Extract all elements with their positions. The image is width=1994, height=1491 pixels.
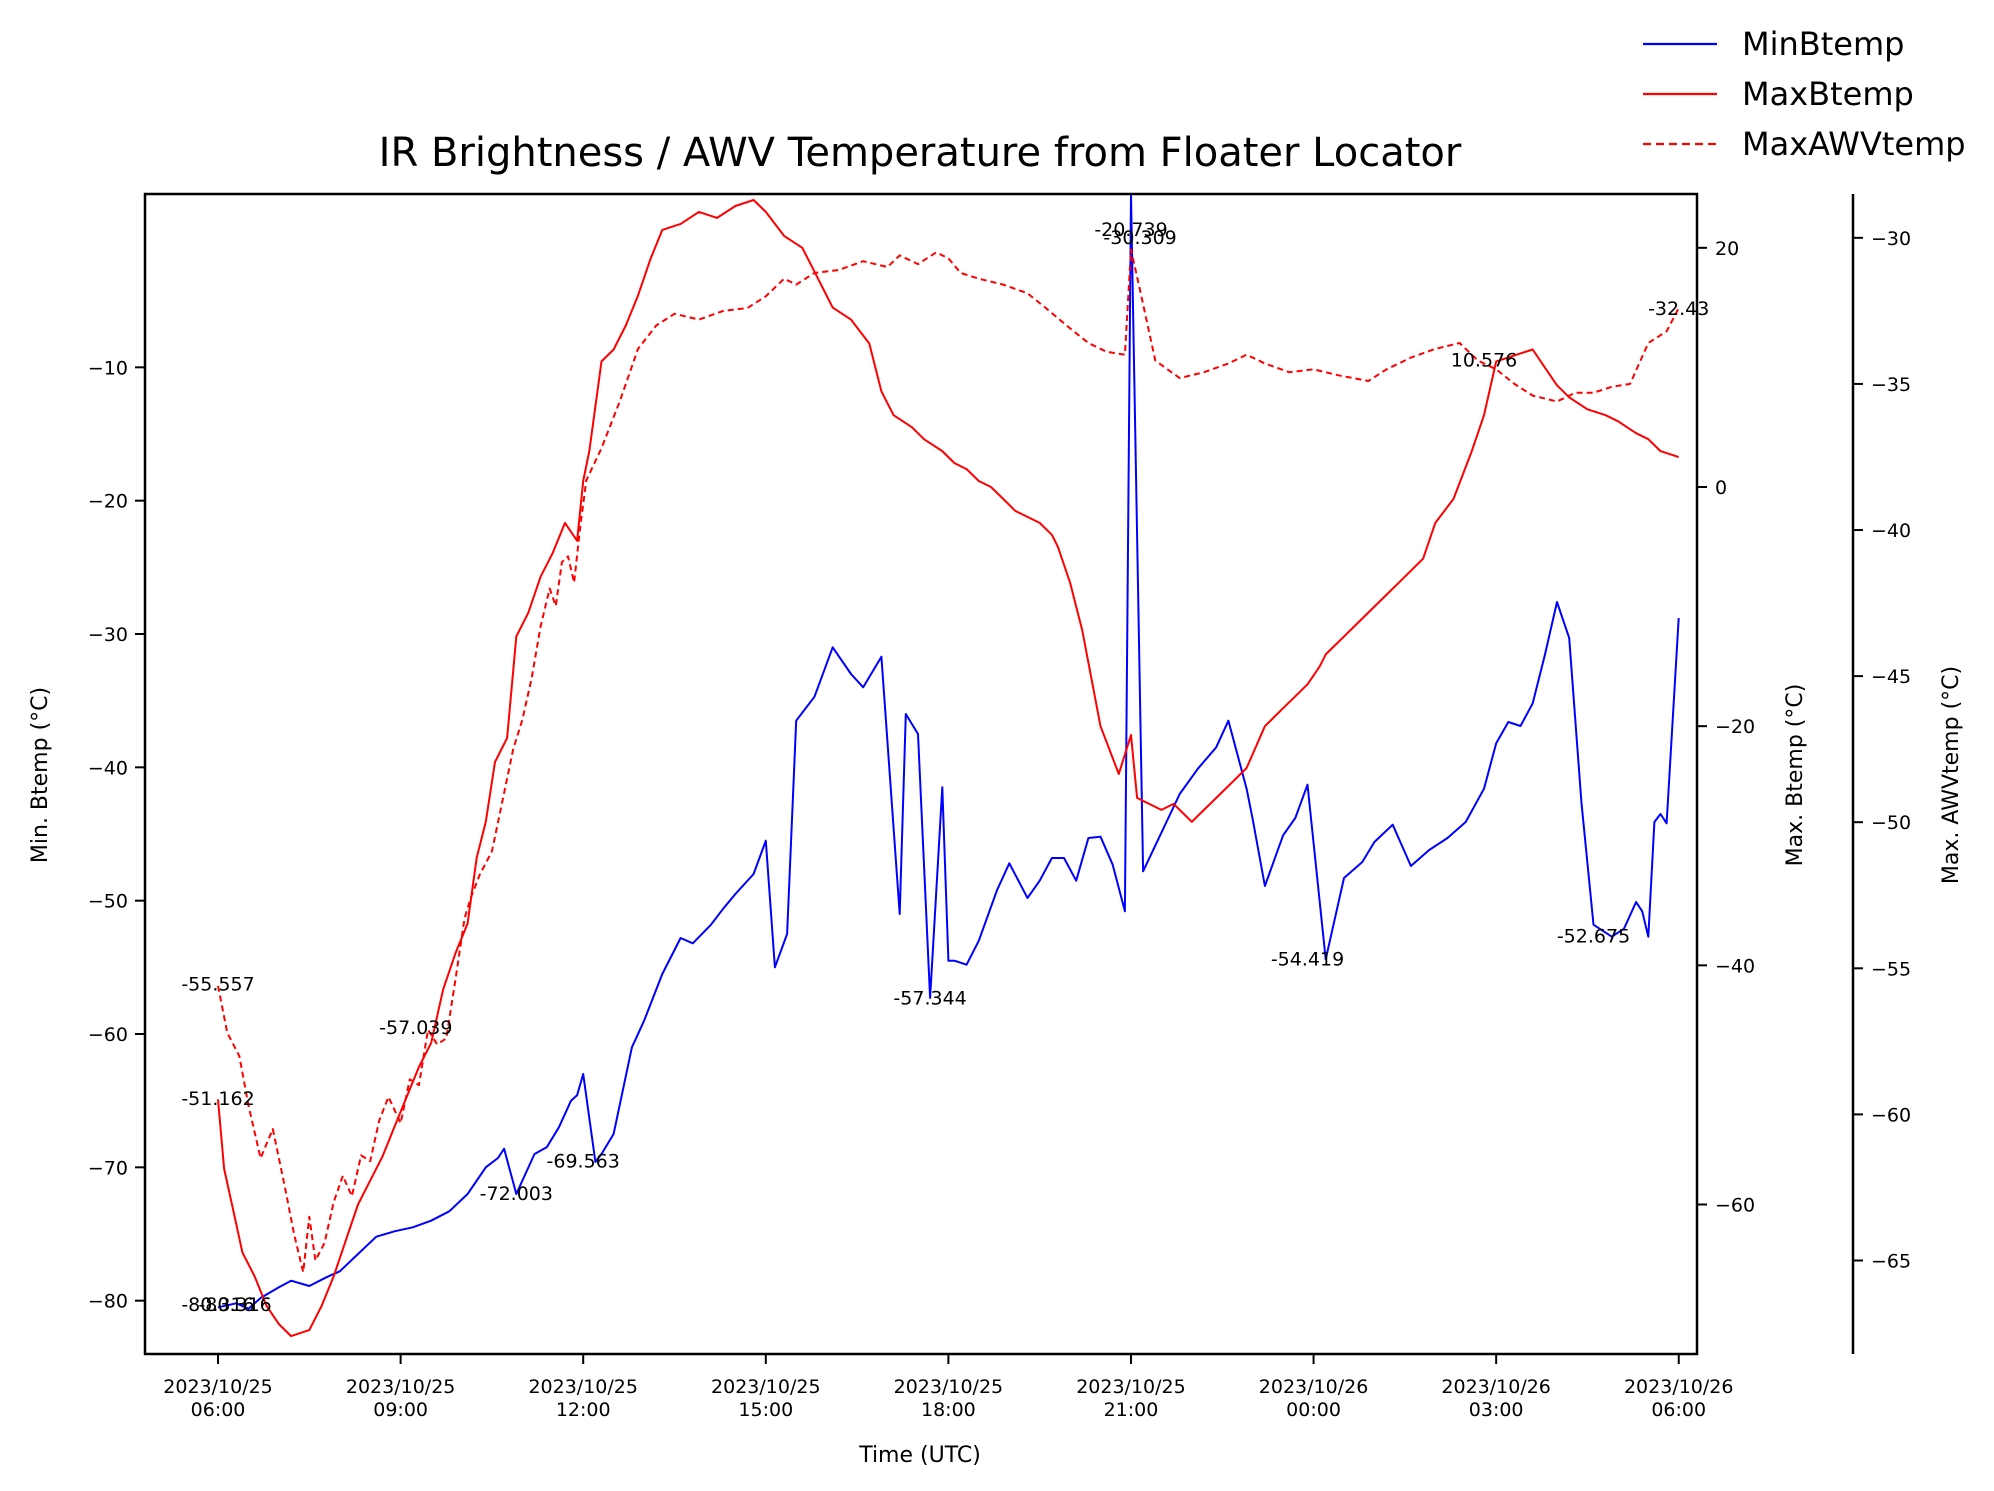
left-tick-label: −10 — [88, 357, 128, 379]
left-tick-label: −40 — [88, 757, 128, 779]
x-tick-label-time: 06:00 — [191, 1399, 246, 1421]
right1-tick-label: 0 — [1715, 477, 1727, 499]
series-line-maxawvtemp — [217, 248, 1680, 1274]
legend-label-maxbtemp: MaxBtemp — [1742, 75, 1914, 113]
left-axis-label: Min. Btemp (°C) — [28, 687, 53, 863]
left-tick-label: −70 — [88, 1157, 128, 1179]
right2-tick-label: −30 — [1871, 228, 1911, 250]
series-layer — [217, 193, 1680, 1338]
right2-tick-label: −45 — [1871, 666, 1911, 688]
right2-tick-label: −65 — [1871, 1250, 1911, 1272]
x-tick-label-date: 2023/10/25 — [163, 1376, 273, 1398]
right1-tick-label: −20 — [1715, 716, 1755, 738]
data-label: -52.675 — [1557, 925, 1630, 947]
right1-tick-label: −40 — [1715, 955, 1755, 977]
right2-tick-label: −50 — [1871, 812, 1911, 834]
x-tick-label-time: 03:00 — [1469, 1399, 1524, 1421]
x-tick-label-time: 06:00 — [1651, 1399, 1706, 1421]
data-label: -32.43 — [1648, 298, 1709, 320]
x-tick-label-time: 09:00 — [373, 1399, 428, 1421]
chart-title: IR Brightness / AWV Temperature from Flo… — [379, 130, 1462, 176]
right2-tick-label: −60 — [1871, 1104, 1911, 1126]
x-tick-label-time: 15:00 — [738, 1399, 793, 1421]
data-label: -51.162 — [181, 1088, 254, 1110]
data-label: -72.003 — [480, 1183, 553, 1205]
data-label: -55.557 — [181, 974, 254, 996]
annotation-layer: -80.316-80.316 -72.003 -69.563 -57.344 -54.4… — [181, 219, 1709, 1316]
data-label: -54.419 — [1271, 949, 1344, 971]
right2-tick-label: −35 — [1871, 374, 1911, 396]
left-tick-label: −80 — [88, 1291, 128, 1313]
right2-tick-label: −40 — [1871, 520, 1911, 542]
series-line-minbtemp — [217, 193, 1680, 1310]
right1-axis-label: Max. Btemp (°C) — [1783, 684, 1808, 867]
x-axis-label: Time (UTC) — [858, 1443, 981, 1468]
x-tick-label-time: 12:00 — [556, 1399, 611, 1421]
legend: MinBtemp MaxBtemp MaxAWVtemp — [1643, 25, 1966, 163]
legend-label-maxawvtemp: MaxAWVtemp — [1742, 125, 1966, 163]
right2-tick-label: −55 — [1871, 958, 1911, 980]
axes-layer: 2023/10/2506:002023/10/2509:002023/10/25… — [88, 192, 1911, 1421]
data-label: -80.316 — [181, 1294, 254, 1316]
x-tick-label-time: 00:00 — [1286, 1399, 1341, 1421]
x-tick-label-date: 2023/10/26 — [1624, 1376, 1734, 1398]
left-tick-label: −50 — [88, 891, 128, 913]
right2-axis-label: Max. AWVtemp (°C) — [1939, 666, 1964, 884]
x-tick-label-date: 2023/10/25 — [528, 1376, 638, 1398]
left-tick-label: −30 — [88, 624, 128, 646]
data-label: -69.563 — [547, 1151, 620, 1173]
plot-frame — [143, 192, 1699, 1356]
left-tick-label: −20 — [88, 491, 128, 513]
legend-label-minbtemp: MinBtemp — [1742, 25, 1904, 63]
data-label: -80.316 — [198, 1294, 271, 1316]
data-label: -20.739 — [1094, 219, 1167, 241]
data-label: -57.039 — [379, 1017, 452, 1039]
left-tick-label: −60 — [88, 1024, 128, 1046]
x-tick-label-date: 2023/10/26 — [1259, 1376, 1369, 1398]
x-tick-label-date: 2023/10/25 — [346, 1376, 456, 1398]
x-tick-label-date: 2023/10/25 — [1076, 1376, 1186, 1398]
data-label: -30.309 — [1103, 227, 1176, 249]
right1-tick-label: 20 — [1715, 238, 1739, 260]
x-tick-label-date: 2023/10/25 — [894, 1376, 1004, 1398]
x-tick-label-date: 2023/10/25 — [711, 1376, 821, 1398]
x-tick-label-time: 18:00 — [921, 1399, 976, 1421]
data-label: 10.576 — [1451, 350, 1517, 372]
data-label: -57.344 — [893, 988, 966, 1010]
series-line-maxbtemp — [217, 199, 1680, 1338]
x-tick-label-time: 21:00 — [1104, 1399, 1159, 1421]
x-tick-label-date: 2023/10/26 — [1441, 1376, 1551, 1398]
right1-tick-label: −60 — [1715, 1195, 1755, 1217]
